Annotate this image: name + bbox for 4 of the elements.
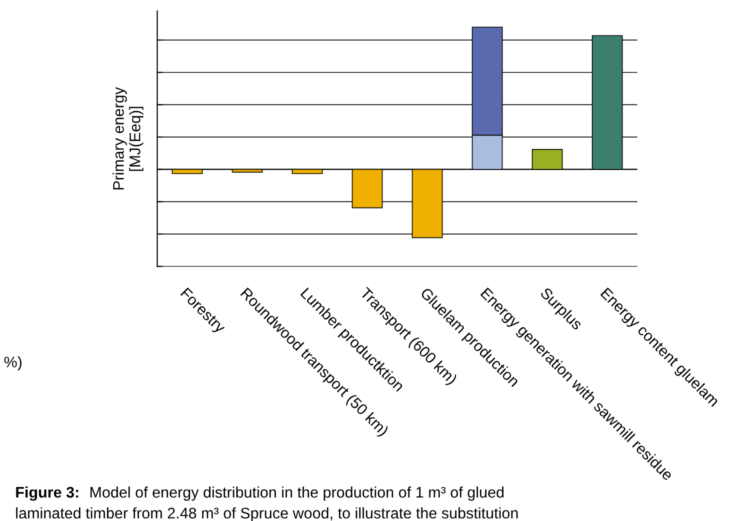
caption: Figure 3: (16, 486, 78, 501)
text: %) (4, 356, 22, 370)
y-axis-title: Primary energy [MJ(Eeq)] (112, 87, 144, 190)
text: Model of energy distribution in the production of 1 m³ of glued (90, 486, 504, 501)
